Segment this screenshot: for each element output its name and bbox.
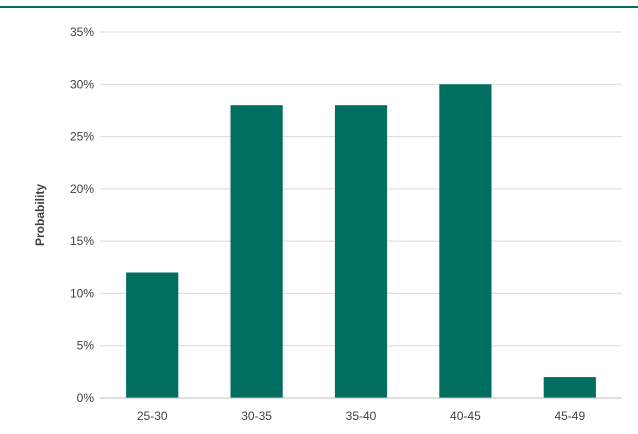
- y-tick-label: 5%: [77, 339, 95, 353]
- x-tick-label: 35-40: [346, 409, 377, 423]
- bar: [126, 272, 179, 398]
- y-tick-labels: 0% 5% 10% 15% 20% 25% 30% 35%: [70, 25, 94, 405]
- y-tick-label: 30%: [70, 77, 94, 91]
- x-tick-label: 25-30: [137, 409, 168, 423]
- x-tick-label: 40-45: [450, 409, 481, 423]
- bars: [126, 84, 596, 399]
- y-tick-label: 15%: [70, 234, 94, 248]
- bar: [439, 84, 492, 399]
- y-tick-label: 20%: [70, 182, 94, 196]
- top-rule: [0, 6, 638, 8]
- x-tick-label: 45-49: [554, 409, 585, 423]
- y-tick-label: 35%: [70, 25, 94, 39]
- bar: [334, 105, 388, 398]
- y-tick-label: 25%: [70, 130, 94, 144]
- y-tick-label: 0%: [77, 391, 95, 405]
- bar: [543, 377, 596, 398]
- bar: [230, 105, 283, 398]
- x-tick-label: 30-35: [241, 409, 272, 423]
- y-tick-label: 10%: [70, 286, 94, 300]
- x-tick-labels: 25-30 30-35 35-40 40-45 45-49: [137, 409, 586, 423]
- y-axis-label: Probability: [33, 184, 47, 246]
